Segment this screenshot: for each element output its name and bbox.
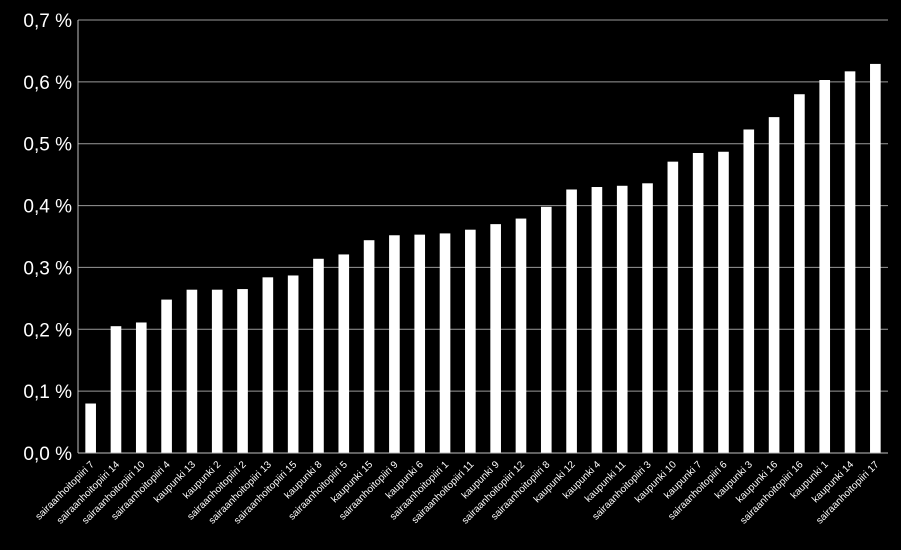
y-tick-label: 0,3 % bbox=[23, 258, 72, 279]
bar bbox=[819, 80, 831, 453]
bar bbox=[540, 206, 552, 453]
y-tick-label: 0,5 % bbox=[23, 135, 72, 156]
bar bbox=[642, 183, 653, 453]
bar bbox=[718, 151, 729, 453]
y-tick-label: 0,1 % bbox=[23, 382, 72, 403]
bar bbox=[211, 289, 223, 453]
bar bbox=[465, 229, 476, 453]
bars bbox=[85, 63, 881, 454]
bar bbox=[313, 258, 324, 453]
bar bbox=[110, 326, 122, 453]
bar bbox=[237, 289, 248, 453]
bar bbox=[161, 299, 172, 453]
bar bbox=[85, 403, 96, 453]
bar bbox=[515, 218, 527, 453]
bar bbox=[414, 234, 426, 453]
bar bbox=[262, 277, 274, 453]
bar bbox=[667, 161, 679, 453]
bar bbox=[186, 289, 198, 453]
bar bbox=[135, 322, 147, 453]
bar bbox=[768, 117, 780, 453]
bar bbox=[363, 240, 375, 453]
axes bbox=[77, 20, 888, 454]
y-tick-label: 0,7 % bbox=[23, 11, 72, 32]
bar bbox=[692, 152, 704, 453]
y-axis-tick-labels: 0,0 % 0,1 % 0,2 % 0,3 % 0,4 % 0,5 % 0,6 % 0,7 % bbox=[23, 11, 72, 465]
y-tick-label: 0,6 % bbox=[23, 73, 72, 94]
bar bbox=[566, 189, 577, 453]
bar bbox=[743, 129, 755, 454]
y-tick-label: 0,0 % bbox=[23, 444, 72, 465]
bar bbox=[870, 63, 881, 453]
bar bbox=[616, 185, 628, 453]
bar bbox=[389, 235, 400, 453]
bar bbox=[794, 94, 805, 453]
bar bbox=[591, 187, 603, 453]
bar bbox=[490, 224, 501, 453]
bar bbox=[338, 254, 350, 453]
y-tick-label: 0,2 % bbox=[23, 320, 72, 341]
y-tick-label: 0,4 % bbox=[23, 197, 72, 218]
bar bbox=[439, 233, 451, 453]
bar bbox=[844, 71, 856, 453]
bar bbox=[287, 275, 299, 453]
gridlines bbox=[78, 19, 888, 392]
